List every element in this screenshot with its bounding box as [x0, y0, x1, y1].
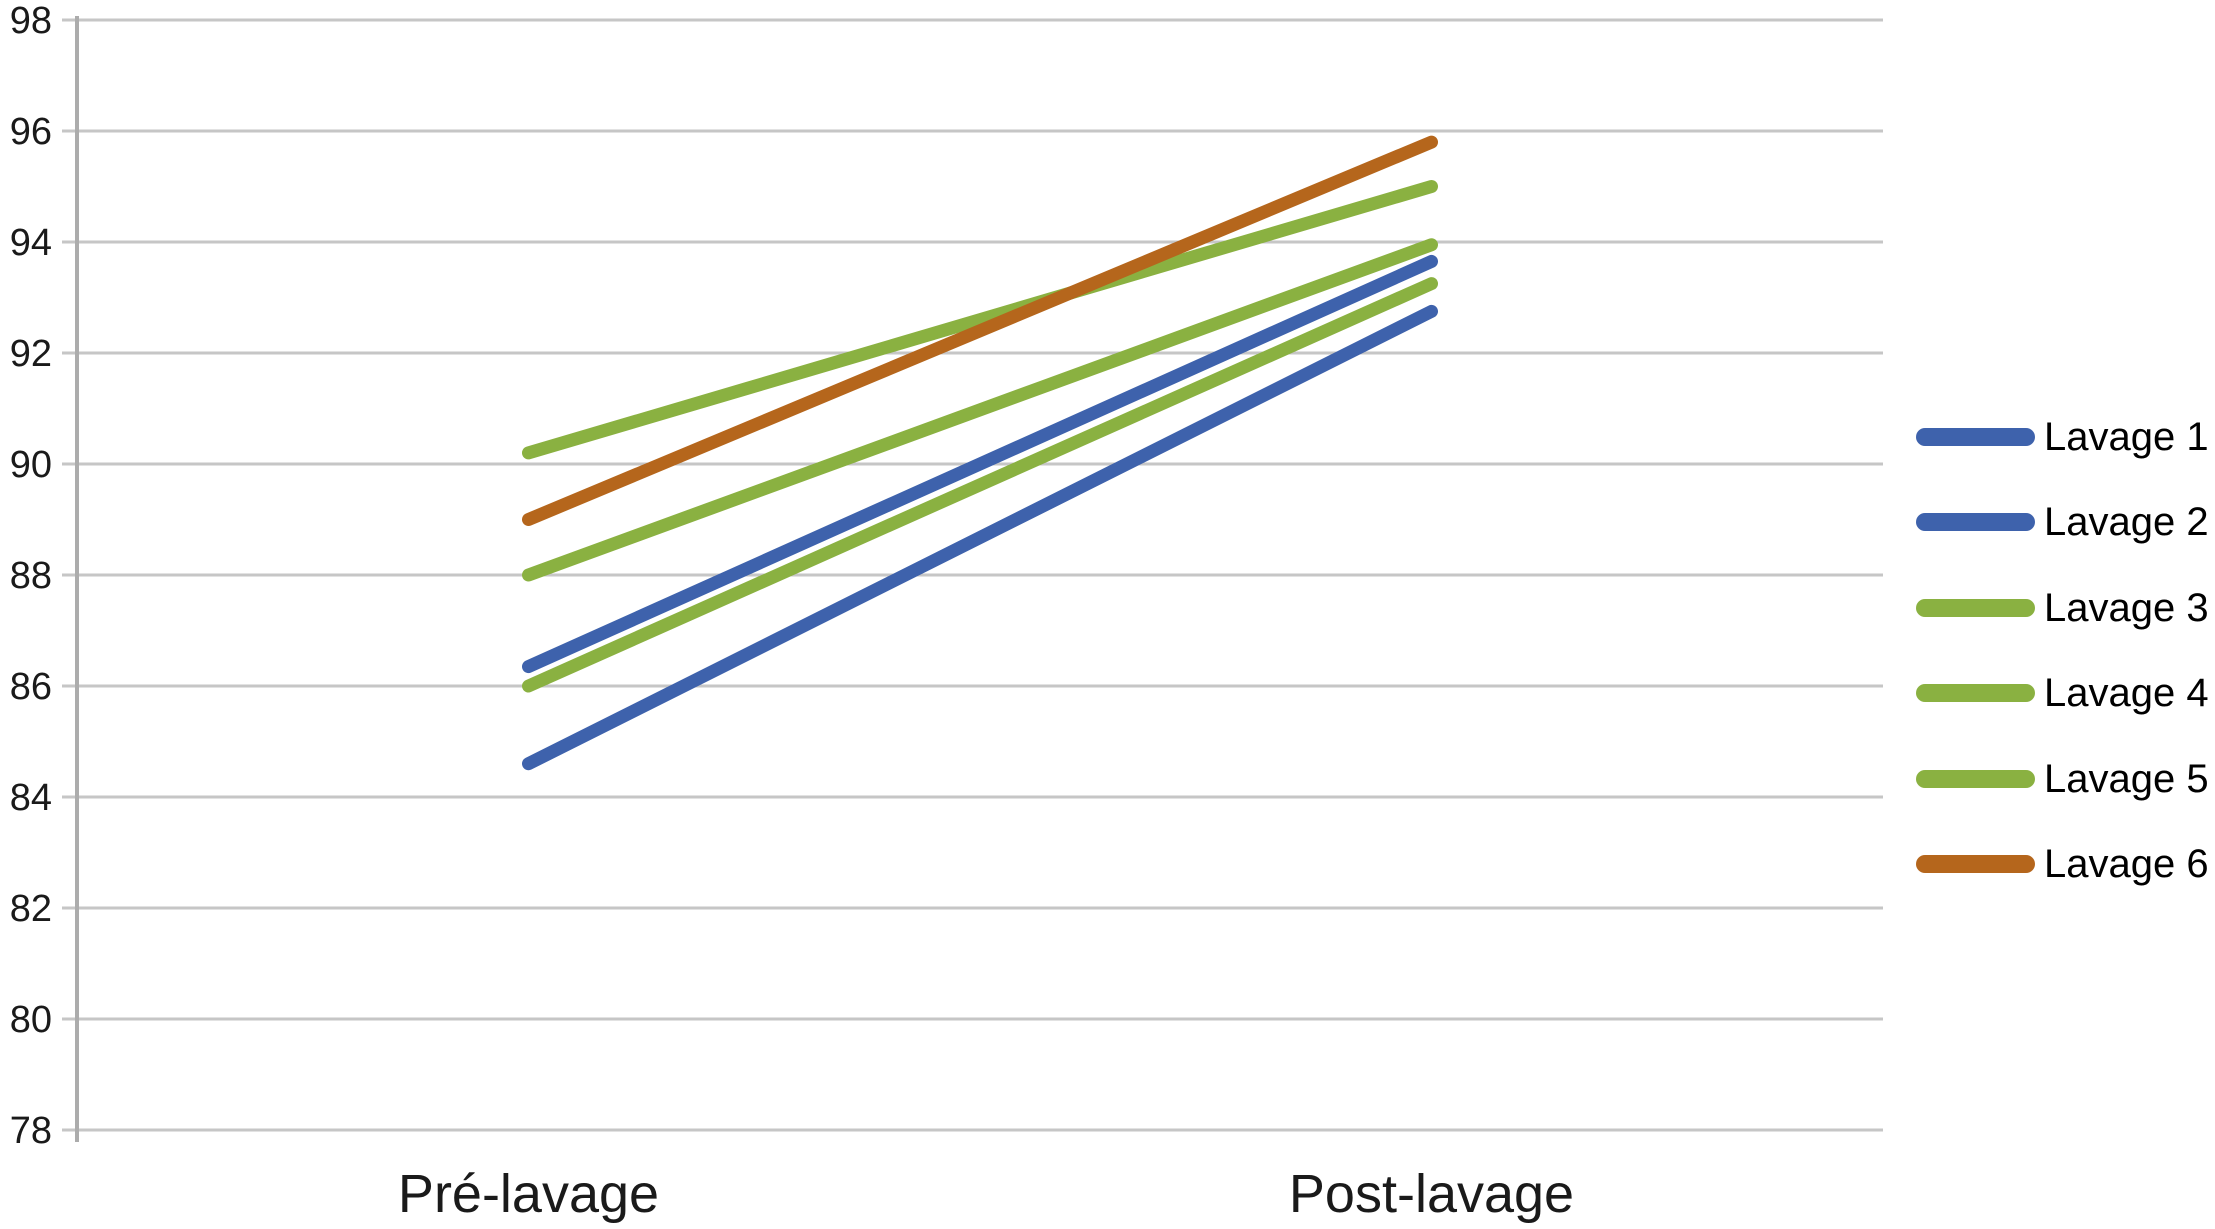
series-line-6	[522, 135, 1438, 526]
legend-item: Lavage 2	[1916, 480, 2209, 566]
legend: Lavage 1 Lavage 2 Lavage 3 Lavage 4 Lava…	[1916, 394, 2209, 907]
legend-swatch	[1916, 513, 2035, 532]
legend-swatch	[1916, 684, 2035, 703]
series-line-4	[522, 238, 1438, 582]
series-line-1	[522, 254, 1438, 674]
y-tick-label: 78	[10, 1110, 52, 1152]
legend-label: Lavage 6	[2044, 842, 2209, 887]
legend-label: Lavage 4	[2044, 671, 2209, 716]
legend-label: Lavage 1	[2044, 414, 2209, 459]
y-tick-label: 96	[10, 111, 52, 153]
y-tick-label: 80	[10, 999, 52, 1041]
legend-item: Lavage 4	[1916, 651, 2209, 737]
x-axis-label: Pré-lavage	[398, 1164, 659, 1224]
x-axis-label: Post-lavage	[1289, 1164, 1574, 1224]
legend-item: Lavage 5	[1916, 736, 2209, 822]
y-tick-label: 90	[10, 444, 52, 486]
legend-label: Lavage 3	[2044, 585, 2209, 630]
y-tick-label: 84	[10, 777, 52, 819]
legend-swatch	[1916, 769, 2035, 788]
y-tick-label: 88	[10, 555, 52, 597]
legend-item: Lavage 1	[1916, 394, 2209, 480]
series-line-2	[522, 304, 1438, 771]
legend-swatch	[1916, 598, 2035, 617]
series-line-3	[522, 180, 1438, 460]
y-tick-label: 98	[10, 0, 52, 42]
y-tick-label: 82	[10, 888, 52, 930]
y-tick-label: 94	[10, 222, 52, 264]
series-line-5	[522, 277, 1438, 693]
y-tick-label: 92	[10, 333, 52, 375]
legend-swatch	[1916, 427, 2035, 446]
legend-swatch	[1916, 855, 2035, 874]
legend-label: Lavage 5	[2044, 756, 2209, 801]
y-tick-label: 86	[10, 666, 52, 708]
legend-label: Lavage 2	[2044, 500, 2209, 545]
legend-item: Lavage 6	[1916, 822, 2209, 908]
legend-item: Lavage 3	[1916, 565, 2209, 651]
